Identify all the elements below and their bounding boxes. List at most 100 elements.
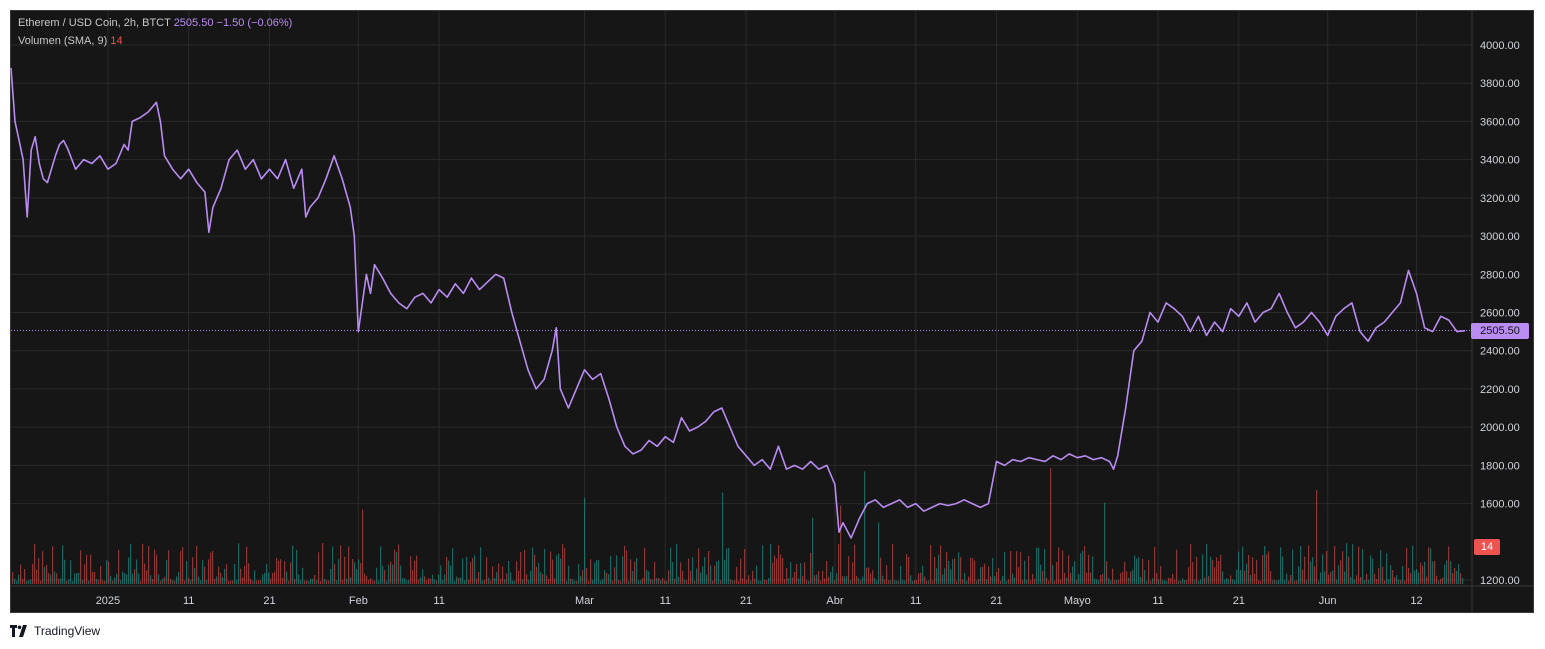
volume-bar: [780, 554, 782, 584]
volume-bar: [482, 580, 484, 584]
volume-bar: [390, 561, 392, 584]
volume-bar: [1372, 558, 1374, 584]
volume-bar: [124, 573, 126, 584]
volume-bar: [1376, 579, 1378, 584]
volume-bar: [658, 578, 660, 584]
volume-bar: [1184, 580, 1186, 584]
volume-bar: [1060, 579, 1062, 584]
volume-bar: [1364, 580, 1366, 584]
volume-bar: [446, 556, 448, 584]
volume-bar: [1186, 580, 1188, 584]
volume-bar: [958, 552, 960, 584]
volume-bar: [1160, 565, 1162, 584]
volume-bar: [322, 543, 324, 584]
volume-bar: [422, 569, 424, 584]
last-price: 2505.50: [173, 17, 214, 29]
volume-bar: [96, 578, 98, 584]
volume-bar: [1434, 560, 1436, 584]
volume-bar: [1040, 564, 1042, 584]
volume-bar: [936, 568, 938, 584]
volume-bar: [272, 572, 274, 584]
volume-bar: [306, 580, 308, 584]
volume-bar: [476, 578, 478, 584]
volume-bar: [992, 557, 994, 584]
volume-bar: [640, 580, 642, 584]
volume-bar: [1266, 554, 1268, 584]
x-tick-label: Mayo: [1064, 595, 1091, 607]
volume-bar: [1208, 576, 1210, 584]
volume-bar: [582, 570, 584, 584]
volume-bar: [1424, 561, 1426, 584]
volume-bar: [34, 544, 36, 584]
volume-bar: [866, 567, 868, 584]
volume-bar: [1114, 580, 1116, 584]
volume-bar: [614, 567, 616, 584]
volume-bar: [694, 580, 696, 584]
volume-bar: [100, 566, 102, 584]
volume-bar: [60, 578, 62, 584]
volume-bar: [22, 578, 24, 584]
volume-bar: [592, 579, 594, 584]
volume-bar: [1454, 567, 1456, 584]
tradingview-brand[interactable]: TradingView: [10, 624, 100, 638]
volume-bar: [154, 549, 156, 584]
volume-bar: [552, 559, 554, 584]
volume-bar: [796, 564, 798, 584]
volume-bar: [898, 580, 900, 584]
volume-bar: [612, 580, 614, 584]
volume-bar: [188, 578, 190, 584]
volume-bar: [246, 546, 248, 584]
volume-bar: [850, 580, 852, 584]
volume-bar: [1432, 561, 1434, 584]
x-tick-label: 11: [433, 595, 444, 607]
volume-bar: [70, 560, 72, 584]
volume-bar: [516, 561, 518, 584]
volume-bar: [406, 580, 408, 584]
volume-bar: [1258, 580, 1260, 584]
volume-bar: [876, 580, 878, 584]
volume-bar: [1050, 468, 1052, 584]
volume-bar: [404, 578, 406, 584]
volume-bar: [1450, 561, 1452, 584]
volume-bar: [354, 562, 356, 584]
volume-bar: [684, 579, 686, 584]
volume-bar: [894, 580, 896, 584]
volume-bar: [1188, 567, 1190, 584]
volume-bar: [50, 574, 52, 584]
volume-bar: [1032, 573, 1034, 584]
volume-bar: [716, 561, 718, 584]
volume-bar: [1072, 566, 1074, 584]
volume-bar: [1306, 580, 1308, 584]
volume-bar: [1152, 578, 1154, 584]
volume-bar: [492, 566, 494, 584]
volume-bar: [474, 555, 476, 584]
volume-bar: [378, 580, 380, 584]
volume-bar: [600, 580, 602, 584]
volume-bar: [764, 579, 766, 584]
volume-bar: [1248, 554, 1250, 584]
volume-bar: [752, 570, 754, 584]
volume-bar: [736, 566, 738, 584]
volume-bar: [1226, 577, 1228, 584]
volume-bar: [840, 505, 842, 584]
volume-bar: [110, 576, 112, 584]
volume-bar: [1082, 550, 1084, 584]
volume-bar: [76, 573, 78, 584]
volume-bar: [848, 556, 850, 584]
volume-bar: [1444, 564, 1446, 584]
volume-bar: [1380, 550, 1382, 584]
volume-bar: [820, 580, 822, 584]
chart-pane[interactable]: [10, 10, 1534, 613]
volume-bar: [1374, 574, 1376, 584]
volume-bar: [1218, 560, 1220, 584]
volume-bar: [1368, 579, 1370, 584]
volume-bar: [928, 580, 930, 584]
volume-bar: [1222, 571, 1224, 584]
volume-bar: [240, 568, 242, 584]
volume-bar: [234, 563, 236, 584]
volume-bar: [1084, 546, 1086, 584]
volume-bar: [1402, 566, 1404, 584]
volume-bar: [1122, 571, 1124, 584]
volume-bar: [148, 546, 150, 584]
